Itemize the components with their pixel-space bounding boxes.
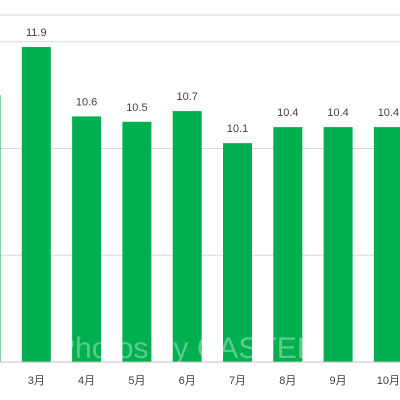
x-tick-labels: 3月 4月 5月 6月 7月 8月 9月 10月 (28, 375, 400, 387)
x-tick-label: 8月 (279, 375, 296, 387)
data-labels: 11.9 10.6 10.5 10.7 10.1 10.4 10.4 10.4 (26, 27, 399, 135)
bars (0, 47, 400, 363)
bar (172, 111, 202, 362)
x-tick-label: 10月 (377, 375, 400, 387)
bar (21, 47, 51, 363)
bar-data-label: 10.4 (277, 107, 298, 119)
bar (122, 121, 152, 363)
x-tick-label: 5月 (128, 375, 145, 387)
x-tick-label: 6月 (179, 375, 196, 387)
bar-data-label: 10.4 (327, 107, 348, 119)
x-tick-label: 7月 (229, 375, 246, 387)
bar-data-label: 10.5 (126, 102, 147, 114)
bar (273, 127, 303, 362)
bar-data-label: 10.4 (378, 107, 399, 119)
bar-data-label: 11.9 (26, 27, 47, 39)
bar-data-label: 10.1 (227, 123, 248, 135)
bar (223, 143, 252, 362)
watermark-text: Photos by CASTEL (55, 332, 313, 365)
x-tick-label: 3月 (28, 375, 45, 387)
bar (72, 116, 102, 362)
x-tick-label: 9月 (330, 375, 347, 387)
bar (373, 127, 400, 362)
bar-data-label: 10.6 (76, 96, 97, 108)
x-tick-label: 4月 (78, 375, 95, 387)
bar-data-label: 10.7 (176, 91, 197, 103)
bar (323, 127, 353, 362)
bar (0, 95, 1, 363)
